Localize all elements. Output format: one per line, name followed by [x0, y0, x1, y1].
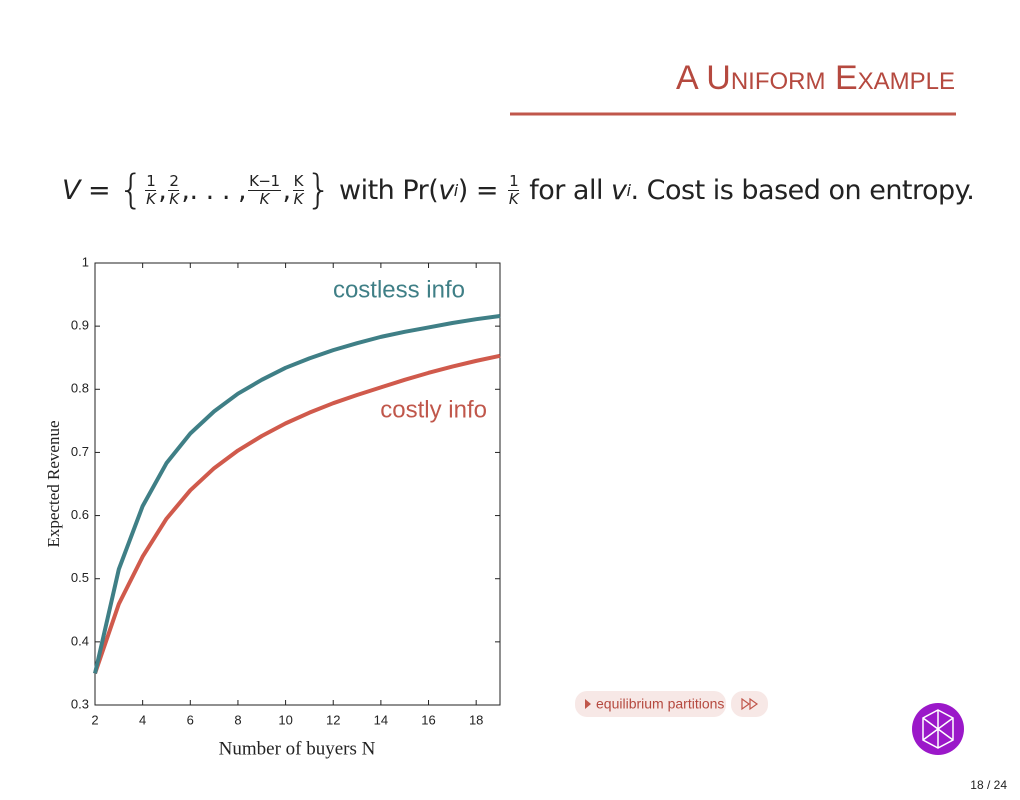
fraction: K−1 K: [248, 172, 281, 208]
x-tick-label: 2: [91, 712, 98, 727]
button-label[interactable]: equilibrium partitions: [596, 696, 724, 712]
formula-text: V =: [62, 174, 119, 206]
y-tick-label: 1: [82, 254, 89, 269]
fraction-part: K: [169, 189, 179, 208]
plot-frame: [94, 262, 501, 706]
x-tick-label: 12: [326, 712, 340, 727]
fraction-part: K: [259, 189, 270, 208]
formula-text: . Cost is based on entropy.: [630, 174, 975, 206]
x-tick-label: 16: [421, 712, 435, 727]
fraction-part: 2: [168, 172, 180, 191]
series-line: [93, 314, 501, 674]
formula-text: v: [438, 174, 454, 206]
y-tick-label: 0.3: [71, 696, 89, 711]
formula-text: ) =: [457, 174, 507, 206]
y-tick-label: 0.7: [71, 444, 89, 459]
formula-text: ,: [158, 174, 167, 206]
x-tick-label: 4: [139, 712, 146, 727]
x-tick-label: 10: [278, 712, 292, 727]
fraction-part: K: [508, 189, 519, 208]
fraction-part: K−1: [248, 172, 281, 191]
formula-text: {: [118, 167, 144, 213]
series-line: [93, 353, 501, 675]
formula-text: ,: [181, 174, 190, 206]
fraction-part: K: [293, 189, 304, 208]
y-tick-label: 0.8: [71, 381, 89, 396]
skip-button[interactable]: [731, 691, 768, 717]
formula-text: i: [626, 180, 631, 200]
button[interactable]: equilibrium partitions: [575, 691, 726, 717]
x-tick-label: 8: [234, 712, 241, 727]
x-axis-label: Number of buyers N: [219, 738, 376, 759]
y-tick-label: 0.5: [71, 570, 89, 585]
y-tick-label: 0.9: [71, 318, 89, 333]
logo: [912, 703, 964, 755]
series-label: costless info: [333, 276, 465, 303]
fraction-part: 1: [508, 172, 520, 191]
fraction-part: K: [146, 189, 156, 208]
fraction-part: K: [292, 172, 304, 191]
formula-text: i: [453, 180, 458, 200]
y-axis-label: Expected Revenue: [44, 421, 63, 548]
x-tick-label: 18: [469, 712, 483, 727]
formula: V = {1 K, 2 K,. . . , K−1 K, K K} with Pr(v i) =…: [62, 160, 975, 220]
x-tick-label: 14: [374, 712, 388, 727]
y-tick-label: 0.6: [71, 507, 89, 522]
formula-text: }: [305, 167, 331, 213]
y-tick-label: 0.4: [71, 633, 89, 648]
series-label: costly info: [380, 396, 487, 423]
formula-text: v: [611, 174, 627, 206]
fraction-part: 1: [145, 172, 157, 191]
formula-text: ,: [282, 174, 292, 206]
formula-text: for all: [521, 174, 612, 206]
slide-title: A Uniform Example: [676, 59, 955, 97]
x-tick-label: 6: [187, 712, 194, 727]
formula-text: with Pr(: [330, 174, 439, 206]
page-number: 18 / 24: [970, 778, 1007, 792]
formula-text: . . . ,: [189, 174, 247, 206]
